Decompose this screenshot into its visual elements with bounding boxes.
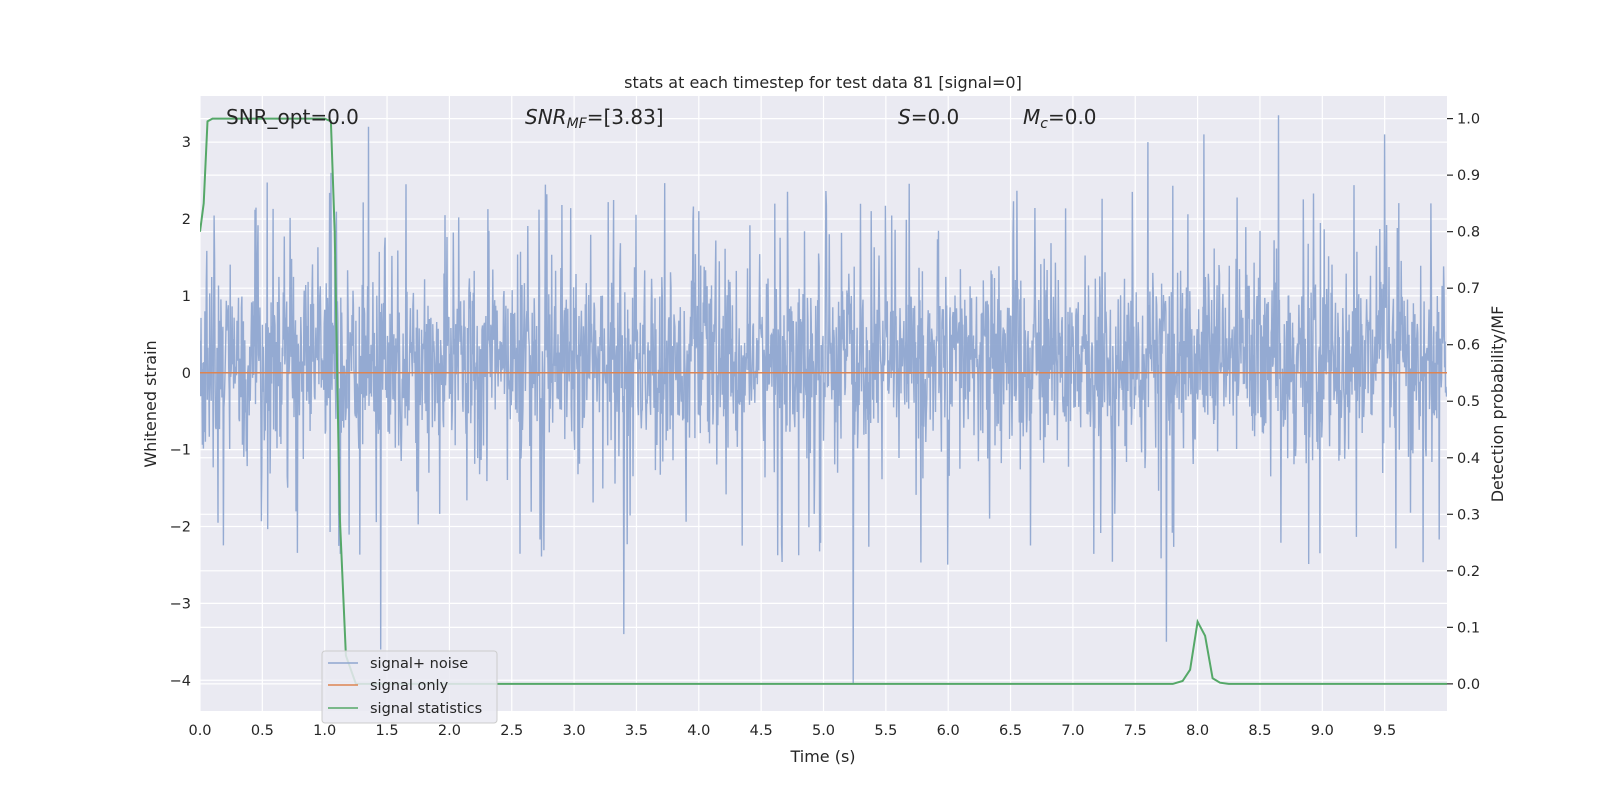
legend-label-signal-noise: signal+ noise: [370, 656, 468, 672]
x-tick-label: 5.0: [812, 723, 835, 739]
legend: signal+ noise signal only signal statist…: [321, 650, 498, 724]
x-tick-label: 6.0: [937, 723, 960, 739]
series-signal-noise: [200, 115, 1447, 685]
x-tick-label: 7.5: [1124, 723, 1147, 739]
annotation-mc-value: =0.0: [1048, 105, 1097, 129]
y-tick-label-left: 1: [182, 289, 191, 305]
legend-box: [321, 650, 498, 724]
x-axis-ticks: 0.0 0.5 1.0 1.5 2.0 2.5 3.0 3.5 4.0 4.5 5.0 5.5 6.0 6…: [188, 723, 1396, 739]
y-tick-label-left: −4: [170, 673, 191, 689]
y-tick-label-right: 0.7: [1457, 281, 1480, 297]
y-axis-left-label: Whitened strain: [141, 340, 160, 467]
x-tick-label: 8.5: [1248, 723, 1271, 739]
x-axis-label: Time (s): [789, 747, 855, 766]
x-tick-label: 2.5: [500, 723, 523, 739]
x-tick-label: 8.0: [1186, 723, 1209, 739]
annotation-s: S=0.0: [898, 105, 959, 129]
annotation-snr-mf: SNRMF=[3.83]: [525, 105, 664, 132]
legend-label-signal-only: signal only: [370, 678, 449, 694]
annotation-snr-mf-value: =[3.83]: [587, 105, 664, 129]
y-tick-label-right: 1.0: [1457, 112, 1480, 128]
signal-noise-trace: [200, 115, 1447, 685]
x-tick-label: 4.0: [687, 723, 710, 739]
x-tick-label: 7.0: [1061, 723, 1084, 739]
x-tick-label: 3.5: [625, 723, 648, 739]
chart-title: stats at each timestep for test data 81 …: [624, 73, 1022, 92]
x-tick-label: 0.5: [251, 723, 274, 739]
annotation-s-value: =0.0: [911, 105, 960, 129]
y-tick-label-left: −2: [170, 520, 191, 536]
x-tick-label: 6.5: [999, 723, 1022, 739]
x-tick-label: 0.0: [188, 723, 211, 739]
y-tick-label-right: 0.6: [1457, 338, 1480, 354]
x-tick-label: 1.0: [313, 723, 336, 739]
x-tick-label: 5.5: [874, 723, 897, 739]
annotation-s-label: S: [898, 105, 911, 129]
y-axis-left-ticks: 3 2 1 0 −1 −2 −3 −4: [170, 135, 191, 689]
y-axis-right-ticks: 1.0 0.9 0.8 0.7 0.6 0.5 0.4 0.3 0.2 0.1 0.0: [1447, 112, 1480, 693]
y-axis-right-label: Detection probability/MF: [1488, 306, 1507, 503]
y-tick-label-left: 0: [182, 366, 191, 382]
y-tick-label-right: 0.9: [1457, 168, 1480, 184]
x-tick-label: 4.5: [750, 723, 773, 739]
y-tick-label-left: 3: [182, 135, 191, 151]
legend-label-signal-statistics: signal statistics: [370, 701, 482, 717]
annotation-snr-mf-sub: MF: [567, 116, 588, 132]
annotation-mc-sub: c: [1040, 116, 1048, 132]
y-tick-label-right: 0.0: [1457, 677, 1480, 693]
x-tick-label: 9.5: [1373, 723, 1396, 739]
y-tick-label-left: 2: [182, 212, 191, 228]
x-tick-label: 9.0: [1311, 723, 1334, 739]
annotation-snr-opt: SNR_opt=0.0: [226, 105, 359, 129]
x-tick-label: 3.0: [563, 723, 586, 739]
y-tick-label-right: 0.2: [1457, 564, 1480, 580]
annotation-snr-mf-label: SNR: [525, 105, 567, 129]
y-tick-label-right: 0.3: [1457, 507, 1480, 523]
annotation-mc-label: M: [1023, 105, 1040, 129]
y-tick-label-right: 0.8: [1457, 225, 1480, 241]
x-tick-label: 2.0: [438, 723, 461, 739]
y-tick-label-right: 0.1: [1457, 620, 1480, 636]
y-tick-label-left: −1: [170, 443, 191, 459]
x-tick-label: 1.5: [376, 723, 399, 739]
y-tick-label-right: 0.4: [1457, 451, 1480, 467]
y-tick-label-left: −3: [170, 596, 191, 612]
annotation-mc: Mc=0.0: [1023, 105, 1097, 132]
y-tick-label-right: 0.5: [1457, 394, 1480, 410]
